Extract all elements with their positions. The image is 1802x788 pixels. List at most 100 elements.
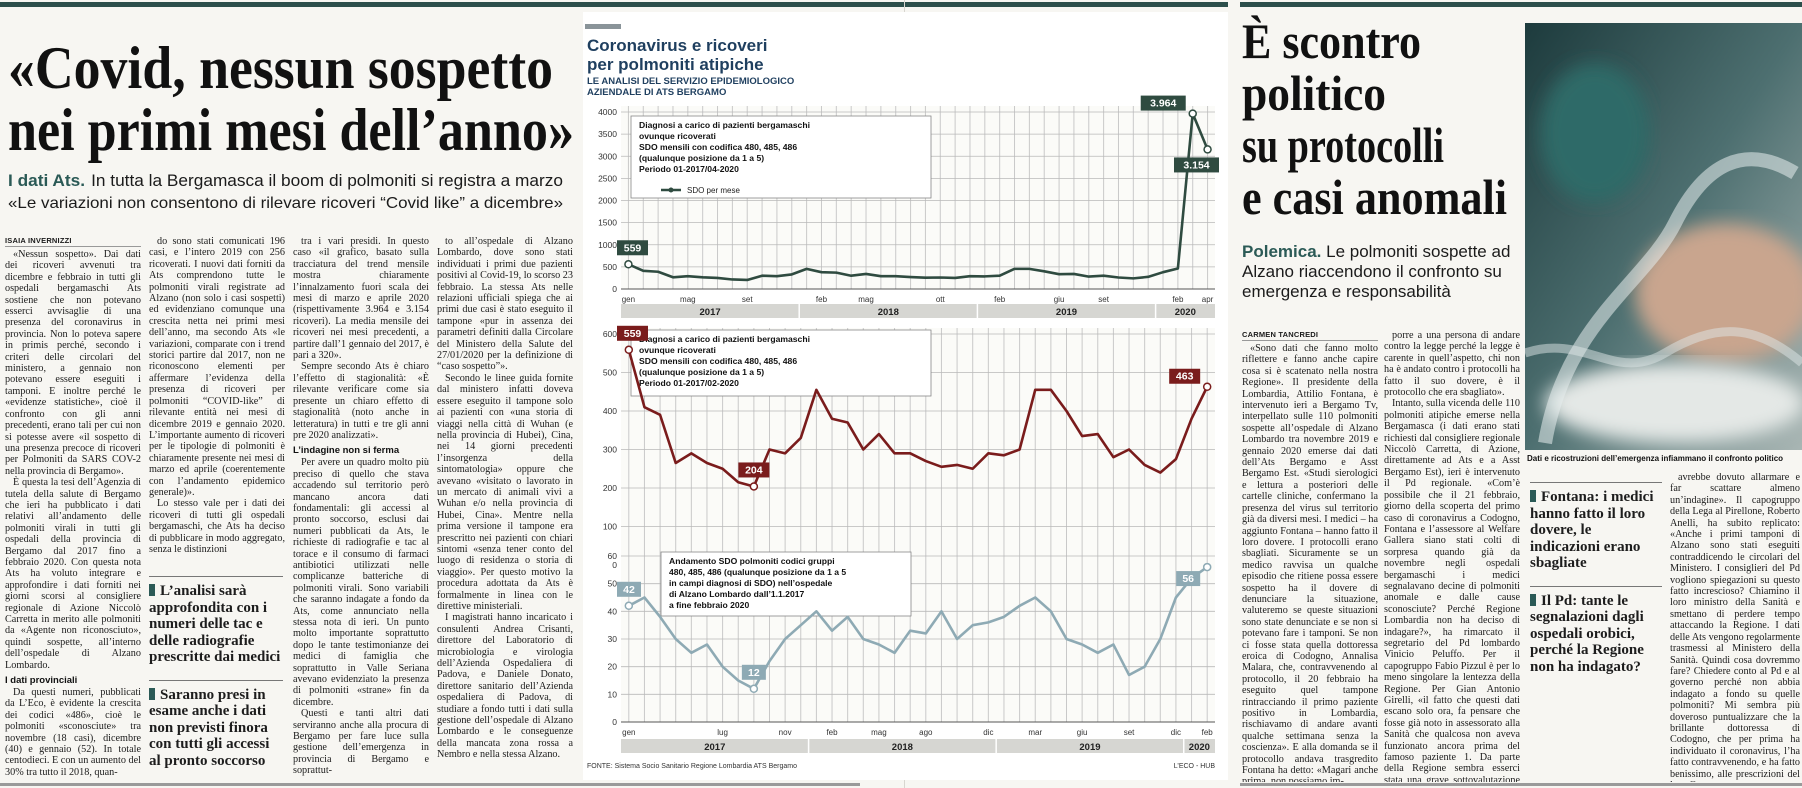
lead: Polemica. Le polmoniti sospette ad Alzan… <box>1242 242 1517 302</box>
kicker-lead: I dati Ats. <box>8 171 85 190</box>
paragraph: to all’ospedale di Alzano Lombardo, dove… <box>437 236 573 373</box>
data-point <box>1203 145 1212 154</box>
paragraph: Intanto, sulla vicenda delle 110 polmoni… <box>1384 398 1520 782</box>
subtitle: «Le variazioni non consentono di rilevar… <box>8 195 563 212</box>
year-label: 2018 <box>878 307 899 318</box>
info-line: (qualunque posizione da 1 a 5) <box>639 153 764 163</box>
x-tick-label: apr <box>1202 295 1214 304</box>
photo-tube <box>1525 327 1802 368</box>
title-marker <box>585 24 621 29</box>
data-point <box>624 601 634 611</box>
lead-text: Le polmoniti sospette ad Alzano riaccend… <box>1242 242 1511 301</box>
x-tick-label: ott <box>936 295 946 304</box>
year-label: 2018 <box>892 742 913 753</box>
info-line: a fine febbraio 2020 <box>669 600 749 610</box>
x-tick-label: feb <box>816 295 828 304</box>
text-column: to all’ospedale di Alzano Lombardo, dove… <box>437 236 573 784</box>
info-line: SDO mensili con codifica 480, 485, 486 <box>639 142 797 152</box>
pull-quote: Saranno presi in esame anche i dati non … <box>149 679 283 770</box>
headline-line: su protocolli <box>1242 117 1444 173</box>
value-label: 559 <box>624 242 642 254</box>
x-tick-label: mag <box>680 295 696 304</box>
value-label-box <box>1176 571 1201 587</box>
paragraph: avrebbe dovuto allarmare e far scattare … <box>1670 472 1800 782</box>
y-tick-label: 1000 <box>598 240 617 250</box>
y-tick-label: 2500 <box>598 173 617 183</box>
value-label-box <box>617 581 641 597</box>
year-label: 2020 <box>1189 742 1210 753</box>
paragraph: porre a una persona di andare contro la … <box>1384 330 1520 399</box>
x-tick-label: nov <box>779 728 792 737</box>
kicker: I dati Ats. In tutta la Bergamasca il boo… <box>8 171 563 190</box>
x-tick-label: mag <box>858 295 874 304</box>
text-column: CARMEN TANCREDI «Sono dati che fanno molt… <box>1242 330 1378 782</box>
year-label: 2017 <box>704 742 725 753</box>
paragraph: «Sono dati che fanno molto riflettere e … <box>1242 343 1378 782</box>
year-label: 2019 <box>1056 307 1077 318</box>
value-label: 559 <box>624 328 642 340</box>
info-line: (qualunque posizione da 1 a 5) <box>639 367 764 377</box>
y-tick-label: 30 <box>608 634 618 644</box>
paragraph: Da questi numeri, pubblicati da L’Eco, è… <box>5 687 141 778</box>
pull-quote: Fontana: i medici hanno fatto il loro do… <box>1530 482 1662 572</box>
y-tick-label: 50 <box>608 579 618 589</box>
y-tick-label: 600 <box>603 329 617 339</box>
info-line: SDO mensili con codifica 480, 485, 486 <box>639 356 797 366</box>
source: FONTE: Sistema Socio Sanitario Regione L… <box>587 763 797 770</box>
info-line: 480, 485, 486 (qualunque posizione da 1 … <box>669 567 846 577</box>
y-tick-label: 40 <box>608 606 618 616</box>
y-tick-label: 500 <box>603 262 617 272</box>
year-label: 2017 <box>700 307 721 318</box>
info-line: ovunque ricoverati <box>639 131 716 141</box>
paragraph: Lo stesso vale per i dati dei ricoveri d… <box>149 498 285 555</box>
paragraph: «Nessun sospetto». Dai dati dei ricoveri… <box>5 249 141 477</box>
x-tick-label: giu <box>1054 295 1065 304</box>
paragraph: Sempre secondo Ats è chiaro l’effetto di… <box>293 361 429 441</box>
value-label: 56 <box>1182 573 1194 585</box>
text-column: tra i vari presidi. In questo caso «il g… <box>293 236 429 784</box>
pull-quote: Il Pd: tante le segnalazioni dagli osped… <box>1530 585 1662 676</box>
x-tick-label: feb <box>1202 728 1214 737</box>
y-tick-label: 400 <box>603 406 617 416</box>
x-tick-label: set <box>1098 295 1109 304</box>
infographic-subtitle: LE ANALISI DEL SERVIZIO EPIDEMIOLOGICO <box>587 76 794 87</box>
byline: CARMEN TANCREDI <box>1242 330 1378 341</box>
data-point <box>624 260 633 269</box>
value-label: 463 <box>1176 371 1194 383</box>
data-point <box>1202 562 1212 572</box>
value-label-box <box>1169 368 1201 384</box>
y-tick-label: 0 <box>612 284 617 294</box>
infographic-title: Coronavirus e ricoveri <box>587 36 767 55</box>
subhead: I dati provinciali <box>5 675 78 687</box>
subhead: L’indagine non si ferma <box>293 445 400 457</box>
legend-label: SDO per mese <box>687 186 740 195</box>
headline-line: «Covid, nessun sospetto <box>8 35 553 101</box>
value-label-box <box>1140 95 1186 111</box>
x-tick-label: feb <box>826 728 838 737</box>
paragraph: tra i vari presidi. In questo caso «il g… <box>293 236 429 362</box>
value-label: 204 <box>745 464 763 476</box>
value-label: 3.964 <box>1150 98 1176 110</box>
y-tick-label: 60 <box>608 551 618 561</box>
headline-line: È scontro <box>1242 13 1421 69</box>
bottom-rule <box>0 783 860 786</box>
data-point <box>749 684 759 694</box>
value-label: 42 <box>623 584 635 596</box>
legend-swatch-dot <box>668 187 674 193</box>
y-tick-label: 300 <box>603 445 617 455</box>
credit: L’ECO - HUB <box>1174 763 1216 770</box>
x-tick-label: lug <box>717 728 728 737</box>
y-tick-label: 100 <box>603 522 617 532</box>
x-tick-label: dic <box>1171 728 1181 737</box>
x-tick-label: mag <box>871 728 887 737</box>
info-line: ovunque ricoverati <box>639 345 716 355</box>
top-rule <box>1240 2 1802 7</box>
info-box <box>630 115 932 199</box>
info-box <box>660 551 912 617</box>
x-tick-label: giu <box>1077 728 1088 737</box>
info-line: di Alzano Lombardo dall’1.1.2017 <box>669 589 805 599</box>
y-tick-label: 0 <box>612 717 617 727</box>
data-line <box>627 112 1209 282</box>
year-band <box>621 739 1215 753</box>
